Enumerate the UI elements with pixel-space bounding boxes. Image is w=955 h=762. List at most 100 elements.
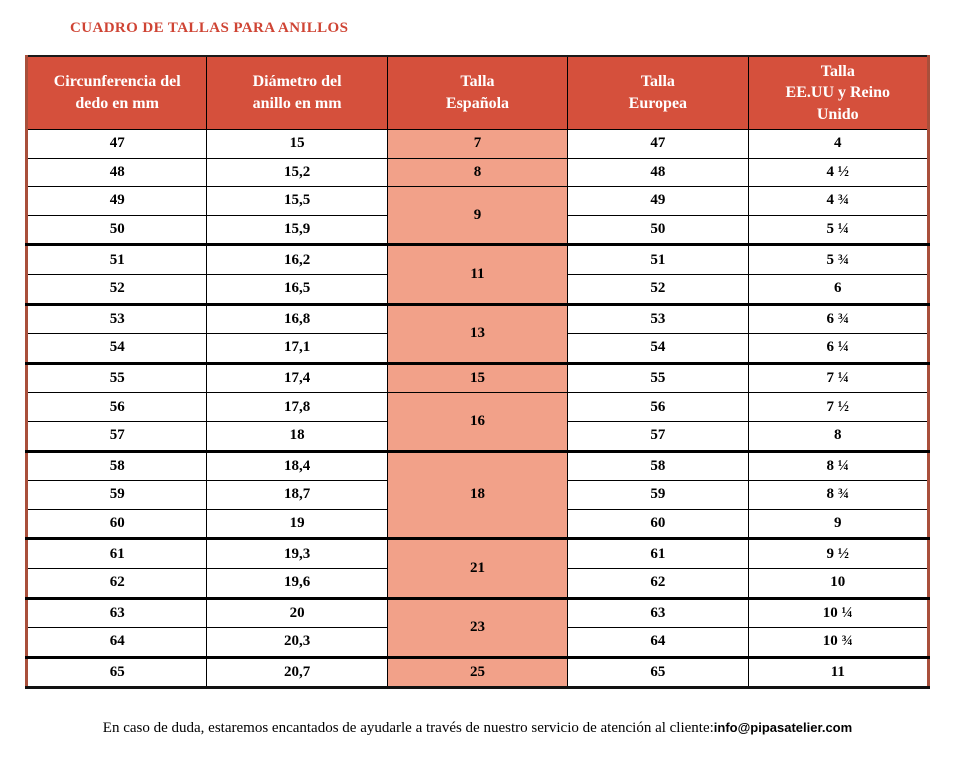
table-body: 47 15 7 47 4 48 15,2 8 48 4 ½ 49 15,5 9 49 4 ¾ 50 15,9 50… bbox=[25, 129, 930, 689]
column-header-diameter: Diámetro del anillo en mm bbox=[206, 55, 388, 130]
table-row: 53 16,8 13 53 6 ¾ bbox=[25, 303, 930, 365]
spanish-size-cell: 16 bbox=[386, 392, 569, 453]
european-size-cell: 50 bbox=[567, 214, 749, 247]
diameter-cell: 15,9 bbox=[206, 214, 388, 247]
table-row: 56 17,8 16 56 7 ½ bbox=[25, 392, 930, 453]
european-size-cell: 56 bbox=[567, 392, 749, 422]
spanish-size-cell: 18 bbox=[386, 450, 569, 541]
column-header-us-uk-size: Talla EE.UU y Reino Unido bbox=[747, 55, 930, 130]
table-header-row: Circunferencia del dedo en mm Diámetro d… bbox=[25, 55, 930, 130]
spanish-size-cell: 8 bbox=[386, 157, 569, 188]
circumference-cell: 51 bbox=[25, 244, 208, 275]
table-row: 54 17,1 54 6 ¼ bbox=[25, 333, 930, 365]
european-size-cell: 55 bbox=[567, 362, 749, 394]
diameter-cell: 15,2 bbox=[206, 157, 388, 188]
us-uk-size-cell: 5 ¼ bbox=[747, 214, 930, 247]
column-header-circumference: Circunferencia del dedo en mm bbox=[25, 55, 208, 130]
diameter-cell: 19,3 bbox=[206, 538, 388, 569]
us-uk-size-cell: 9 ½ bbox=[747, 538, 930, 569]
diameter-cell: 15 bbox=[206, 129, 388, 159]
diameter-cell: 17,8 bbox=[206, 392, 388, 422]
european-size-cell: 51 bbox=[567, 244, 749, 275]
spanish-size-cell: 9 bbox=[386, 186, 569, 247]
european-size-cell: 61 bbox=[567, 538, 749, 569]
us-uk-size-cell: 10 ¾ bbox=[747, 627, 930, 659]
diameter-cell: 16,2 bbox=[206, 244, 388, 275]
diameter-cell: 19 bbox=[206, 508, 388, 541]
spanish-size-cell: 25 bbox=[386, 656, 569, 689]
european-size-cell: 48 bbox=[567, 157, 749, 188]
circumference-cell: 49 bbox=[25, 186, 208, 216]
diameter-cell: 20 bbox=[206, 597, 388, 629]
spanish-size-cell: 7 bbox=[386, 129, 569, 159]
european-size-cell: 47 bbox=[567, 129, 749, 159]
european-size-cell: 59 bbox=[567, 480, 749, 510]
table-row: 51 16,2 11 51 5 ¾ bbox=[25, 244, 930, 306]
circumference-cell: 61 bbox=[25, 538, 208, 569]
column-header-spanish-size: Talla Española bbox=[386, 55, 569, 130]
diameter-cell: 18 bbox=[206, 420, 388, 453]
footer-text: En caso de duda, estaremos encantados de… bbox=[102, 720, 714, 736]
diameter-cell: 15,5 bbox=[206, 186, 388, 216]
us-uk-size-cell: 8 ¼ bbox=[747, 450, 930, 482]
diameter-cell: 20,7 bbox=[206, 656, 388, 689]
circumference-cell: 47 bbox=[25, 129, 208, 159]
table-row: 48 15,2 8 48 4 ½ bbox=[25, 157, 930, 188]
european-size-cell: 60 bbox=[567, 508, 749, 541]
circumference-cell: 59 bbox=[25, 480, 208, 510]
footer-note: En caso de duda, estaremos encantados de… bbox=[0, 718, 955, 738]
spanish-size-cell: 11 bbox=[386, 244, 569, 306]
diameter-cell: 19,6 bbox=[206, 567, 388, 600]
us-uk-size-cell: 10 ¼ bbox=[747, 597, 930, 629]
european-size-cell: 53 bbox=[567, 303, 749, 335]
circumference-cell: 52 bbox=[25, 273, 208, 306]
table-row: 64 20,3 64 10 ¾ bbox=[25, 627, 930, 659]
diameter-cell: 18,7 bbox=[206, 480, 388, 510]
spanish-size-cell: 23 bbox=[386, 597, 569, 659]
us-uk-size-cell: 11 bbox=[747, 656, 930, 689]
european-size-cell: 49 bbox=[567, 186, 749, 216]
footer-email-link[interactable]: info@pipasatelier.com bbox=[713, 720, 853, 735]
circumference-cell: 63 bbox=[25, 597, 208, 629]
european-size-cell: 54 bbox=[567, 333, 749, 365]
table-row: 58 18,4 18 58 8 ¼ bbox=[25, 450, 930, 541]
us-uk-size-cell: 4 ¾ bbox=[747, 186, 930, 216]
us-uk-size-cell: 6 bbox=[747, 273, 930, 306]
us-uk-size-cell: 10 bbox=[747, 567, 930, 600]
circumference-cell: 53 bbox=[25, 303, 208, 335]
spanish-size-cell: 13 bbox=[386, 303, 569, 365]
us-uk-size-cell: 8 bbox=[747, 420, 930, 453]
circumference-cell: 48 bbox=[25, 157, 208, 188]
table-row: 65 20,7 25 65 11 bbox=[25, 656, 930, 689]
ring-size-table: Circunferencia del dedo en mm Diámetro d… bbox=[25, 55, 930, 690]
circumference-cell: 50 bbox=[25, 214, 208, 247]
diameter-cell: 16,8 bbox=[206, 303, 388, 335]
us-uk-size-cell: 9 bbox=[747, 508, 930, 541]
european-size-cell: 62 bbox=[567, 567, 749, 600]
table-row: 52 16,5 52 6 bbox=[25, 273, 930, 306]
table-row: 63 20 23 63 10 ¼ bbox=[25, 597, 930, 659]
diameter-cell: 17,4 bbox=[206, 362, 388, 394]
spanish-size-cell: 21 bbox=[386, 538, 569, 600]
circumference-cell: 56 bbox=[25, 392, 208, 422]
diameter-cell: 17,1 bbox=[206, 333, 388, 365]
circumference-cell: 54 bbox=[25, 333, 208, 365]
european-size-cell: 58 bbox=[567, 450, 749, 482]
circumference-cell: 58 bbox=[25, 450, 208, 482]
us-uk-size-cell: 7 ¼ bbox=[747, 362, 930, 394]
us-uk-size-cell: 8 ¾ bbox=[747, 480, 930, 510]
circumference-cell: 65 bbox=[25, 656, 208, 689]
european-size-cell: 57 bbox=[567, 420, 749, 453]
spanish-size-cell: 15 bbox=[386, 362, 569, 394]
table-row: 55 17,4 15 55 7 ¼ bbox=[25, 362, 930, 394]
us-uk-size-cell: 6 ¾ bbox=[747, 303, 930, 335]
diameter-cell: 20,3 bbox=[206, 627, 388, 659]
table-row: 60 19 60 9 bbox=[25, 508, 930, 541]
table-row: 62 19,6 62 10 bbox=[25, 567, 930, 600]
european-size-cell: 63 bbox=[567, 597, 749, 629]
circumference-cell: 57 bbox=[25, 420, 208, 453]
us-uk-size-cell: 4 bbox=[747, 129, 930, 159]
us-uk-size-cell: 7 ½ bbox=[747, 392, 930, 422]
column-header-european-size: Talla Europea bbox=[567, 55, 749, 130]
european-size-cell: 65 bbox=[567, 656, 749, 689]
